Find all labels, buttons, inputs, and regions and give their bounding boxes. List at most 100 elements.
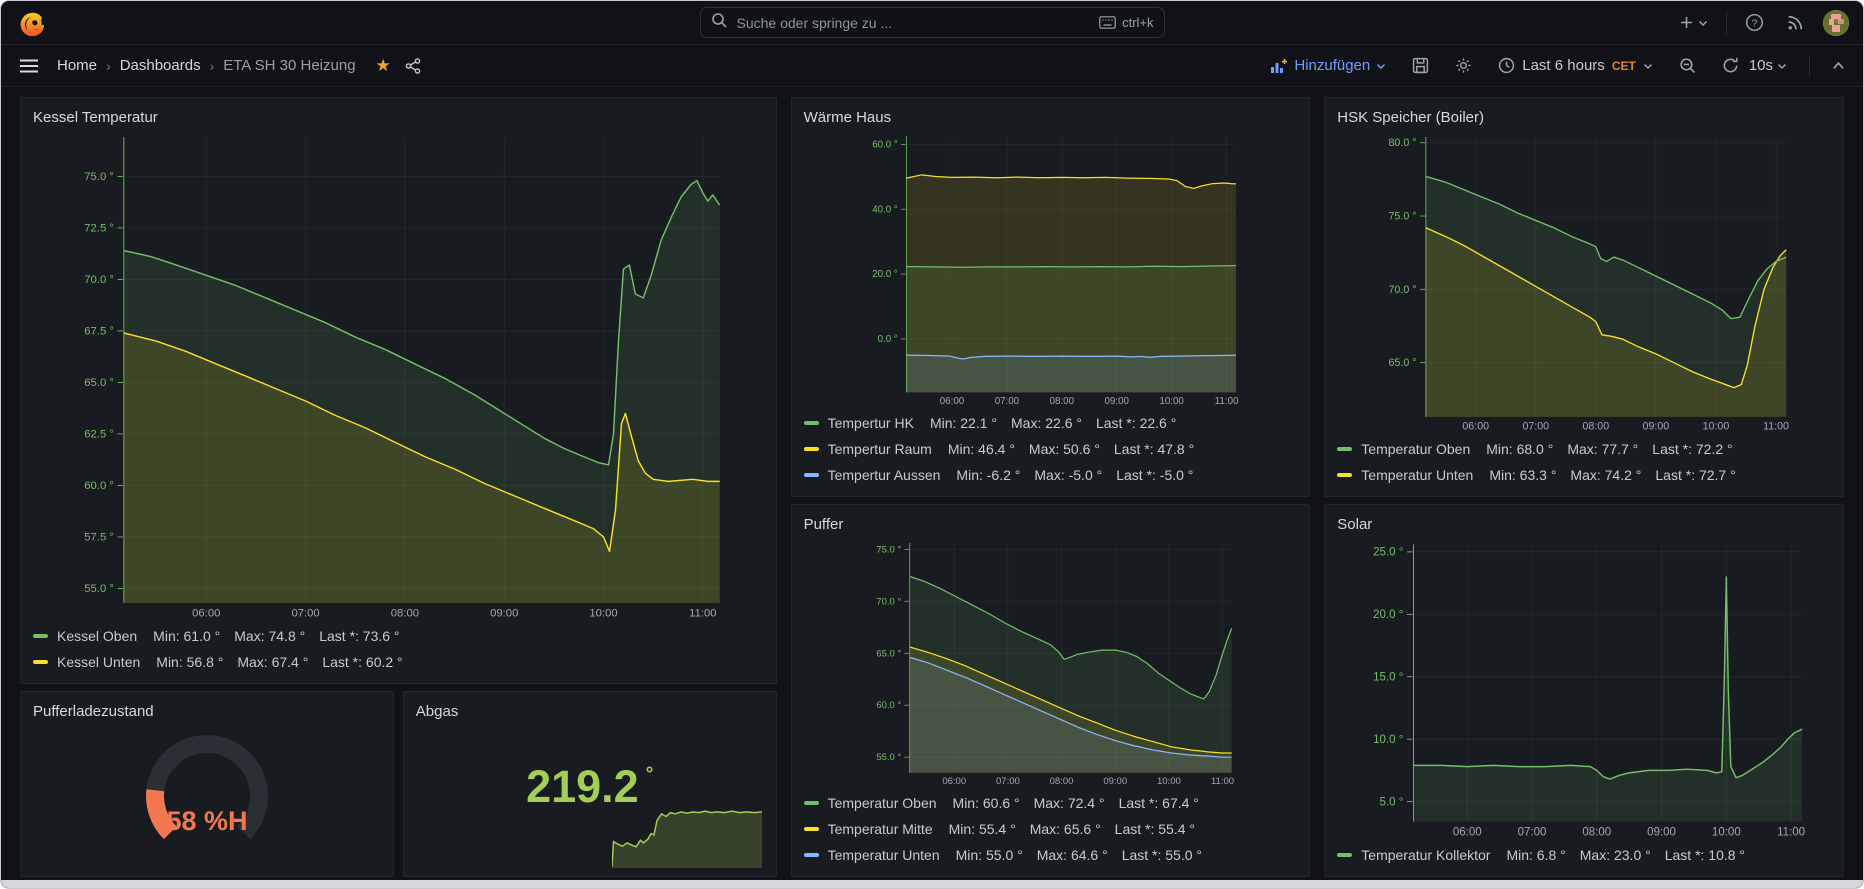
hamburger-icon (19, 58, 39, 74)
legend-swatch (804, 447, 819, 451)
svg-text:11:00: 11:00 (1763, 421, 1789, 433)
svg-text:10:00: 10:00 (1712, 826, 1741, 838)
svg-text:?: ? (1752, 18, 1758, 29)
svg-text:60.0 °: 60.0 ° (876, 700, 901, 711)
svg-text:62.5 °: 62.5 ° (84, 429, 114, 441)
mega-menu-button[interactable] (15, 54, 43, 78)
legend-stat-min: Min: 6.8 ° (1506, 847, 1565, 863)
svg-text:10:00: 10:00 (1703, 421, 1730, 433)
grafana-dashboard: ctrl+k ? (0, 0, 1864, 889)
breadcrumb-home[interactable]: Home (57, 57, 97, 74)
legend-item[interactable]: Temperatur ObenMin: 68.0 °Max: 77.7 °Las… (1337, 436, 1831, 462)
legend-stat-last: Last *: 72.7 ° (1655, 467, 1735, 483)
legend-series-name: Temperatur Oben (828, 795, 937, 811)
legend-item[interactable]: Temperatur UntenMin: 55.0 °Max: 64.6 °La… (804, 842, 1298, 868)
time-range-picker[interactable]: Last 6 hours CET (1494, 53, 1657, 78)
panel-title[interactable]: Pufferladezustand (33, 702, 381, 722)
sparkline-area (612, 811, 762, 868)
svg-text:08:00: 08:00 (1049, 396, 1074, 407)
shortcut-hint: ctrl+k (1099, 15, 1153, 30)
kessel-temperatur-chart: 06:0007:0008:0009:0010:0011:0055.0 °57.5… (33, 130, 764, 621)
legend-item[interactable]: Temperatur MitteMin: 55.4 °Max: 65.6 °La… (804, 816, 1298, 842)
svg-text:65.0 °: 65.0 ° (84, 377, 114, 389)
save-dashboard-button[interactable] (1408, 53, 1433, 78)
panel-title[interactable]: Solar (1337, 515, 1831, 535)
add-menu-button[interactable] (1675, 11, 1712, 34)
legend-stat-max: Max: 72.4 ° (1034, 795, 1105, 811)
legend-series-name: Kessel Oben (57, 628, 137, 644)
svg-text:10:00: 10:00 (1157, 776, 1181, 787)
legend-swatch (804, 853, 819, 857)
panel-hsk-speicher: HSK Speicher (Boiler) 06:0007:0008:0009:… (1324, 97, 1844, 497)
panel-puffer: Puffer 06:0007:0008:0009:0010:0011:0055.… (791, 504, 1311, 877)
legend-stat-max: Max: -5.0 ° (1034, 467, 1102, 483)
legend-stat-min: Min: -6.2 ° (956, 467, 1020, 483)
panel-abgas: Abgas 219.2° (403, 691, 777, 877)
gauge-value: 58 %H (166, 806, 247, 836)
favorite-star-button[interactable]: ★ (372, 52, 395, 80)
help-button[interactable]: ? (1741, 9, 1768, 36)
search-box[interactable]: ctrl+k (700, 7, 1165, 38)
panel-title[interactable]: Wärme Haus (804, 108, 1298, 128)
puffer-chart: 06:0007:0008:0009:0010:0011:0055.0 °60.0… (804, 537, 1298, 788)
grafana-flame-icon (17, 9, 44, 36)
save-icon (1412, 57, 1429, 74)
svg-text:60.0 °: 60.0 ° (872, 139, 898, 150)
legend-item[interactable]: Temperatur UntenMin: 63.3 °Max: 74.2 °La… (1337, 462, 1831, 488)
svg-text:11:00: 11:00 (1777, 826, 1805, 838)
add-panel-button[interactable]: Hinzufügen (1266, 53, 1390, 78)
svg-text:11:00: 11:00 (1214, 396, 1238, 407)
legend-series-name: Temperatur Kollektor (1361, 847, 1490, 863)
legend-item[interactable]: Tempertur HKMin: 22.1 °Max: 22.6 °Last *… (804, 410, 1298, 436)
svg-text:09:00: 09:00 (1103, 776, 1127, 787)
time-range-label: Last 6 hours (1522, 57, 1605, 74)
refresh-button[interactable]: 10s (1718, 53, 1791, 78)
user-avatar[interactable] (1823, 10, 1849, 36)
legend-item[interactable]: Temperatur ObenMin: 60.6 °Max: 72.4 °Las… (804, 790, 1298, 816)
svg-text:55.0 °: 55.0 ° (84, 583, 114, 595)
svg-text:57.5 °: 57.5 ° (84, 532, 114, 544)
panel-kessel-temperatur: Kessel Temperatur 06:0007:0008:0009:0010… (20, 97, 777, 684)
svg-text:40.0 °: 40.0 ° (872, 204, 898, 215)
svg-text:67.5 °: 67.5 ° (84, 326, 114, 338)
series-areas (1426, 176, 1786, 416)
zoom-out-button[interactable] (1675, 53, 1700, 78)
legend-stat-min: Min: 55.0 ° (956, 847, 1023, 863)
zoom-out-icon (1679, 57, 1696, 74)
panel-title[interactable]: Abgas (416, 702, 764, 722)
dashboard-settings-button[interactable] (1451, 53, 1476, 78)
svg-text:06:00: 06:00 (1453, 826, 1482, 838)
legend-stat-last: Last *: 55.0 ° (1122, 847, 1202, 863)
svg-text:10.0 °: 10.0 ° (1373, 734, 1403, 746)
legend-item[interactable]: Tempertur RaumMin: 46.4 °Max: 50.6 °Last… (804, 436, 1298, 462)
news-button[interactable] (1782, 9, 1809, 36)
dashboard-toolbar: Home › Dashboards › ETA SH 30 Heizung ★ (1, 45, 1863, 87)
legend-stat-last: Last *: 47.8 ° (1114, 441, 1194, 457)
svg-text:06:00: 06:00 (192, 607, 220, 619)
collapse-toolbar-button[interactable] (1828, 56, 1849, 75)
abgas-sparkline (612, 802, 762, 868)
chevron-down-icon (1376, 61, 1386, 71)
legend-item[interactable]: Kessel UntenMin: 56.8 °Max: 67.4 °Last *… (33, 649, 764, 675)
legend-item[interactable]: Tempertur AussenMin: -6.2 °Max: -5.0 °La… (804, 462, 1298, 488)
legend-series-name: Temperatur Mitte (828, 821, 933, 837)
svg-text:10:00: 10:00 (1159, 396, 1184, 407)
share-button[interactable] (401, 54, 425, 78)
clock-icon (1498, 57, 1515, 74)
breadcrumb-dashboards[interactable]: Dashboards (120, 57, 201, 74)
legend-stat-min: Min: 46.4 ° (948, 441, 1015, 457)
legend-item[interactable]: Kessel ObenMin: 61.0 °Max: 74.8 °Last *:… (33, 623, 764, 649)
panel-title[interactable]: Kessel Temperatur (33, 108, 764, 128)
legend-stat-min: Min: 63.3 ° (1489, 467, 1556, 483)
legend-item[interactable]: Temperatur KollektorMin: 6.8 °Max: 23.0 … (1337, 842, 1831, 868)
breadcrumb-separator: › (97, 58, 120, 74)
search-input[interactable] (735, 14, 1092, 32)
dashboard-grid: Kessel Temperatur 06:0007:0008:0009:0010… (1, 87, 1863, 880)
waerme-haus-chart: 06:0007:0008:0009:0010:0011:000.0 °20.0 … (804, 130, 1298, 408)
panel-title[interactable]: HSK Speicher (Boiler) (1337, 108, 1831, 128)
grafana-logo[interactable] (15, 8, 45, 38)
panel-title[interactable]: Puffer (804, 515, 1298, 535)
legend-stat-min: Min: 55.4 ° (949, 821, 1016, 837)
gauge: 58 %H (33, 724, 381, 868)
legend-series-name: Tempertur Aussen (828, 467, 941, 483)
